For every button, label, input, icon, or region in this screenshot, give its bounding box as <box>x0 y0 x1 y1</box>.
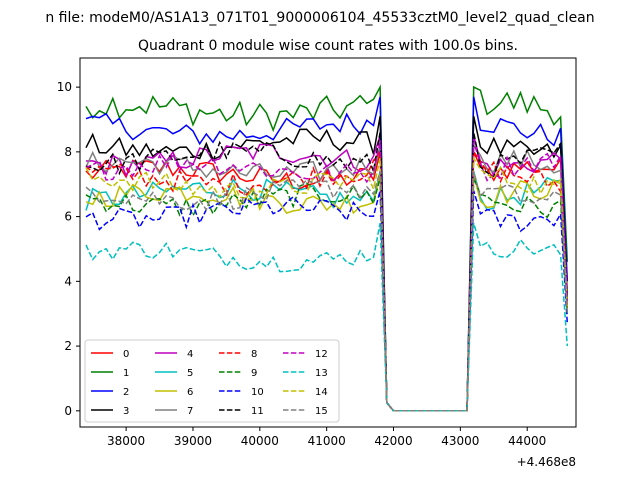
series-line-15 <box>85 171 569 412</box>
chart-title: Quadrant 0 module wise count rates with … <box>138 38 518 54</box>
legend-label-8: 8 <box>251 349 257 360</box>
legend-label-15: 15 <box>315 406 328 417</box>
y-tick-label: 8 <box>64 145 72 159</box>
y-tick-label: 6 <box>64 210 72 224</box>
axes-layer: 38000 39000 40000 41000 42000 43000 44000 0 2 4 6 8… <box>57 80 547 448</box>
legend-label-2: 2 <box>123 387 129 398</box>
legend-label-12: 12 <box>315 349 328 360</box>
legend-label-10: 10 <box>251 387 264 398</box>
legend-label-13: 13 <box>315 368 328 379</box>
x-axis-offset-label: +4.468e8 <box>517 455 576 469</box>
legend-box <box>84 339 340 423</box>
series-line-1 <box>85 84 569 412</box>
series-line-10 <box>85 190 569 412</box>
x-tick-label: 41000 <box>308 434 346 448</box>
series-line-2 <box>85 96 569 412</box>
x-tick-label: 44000 <box>508 434 546 448</box>
plot-frame <box>79 57 577 428</box>
x-tick-label: 39000 <box>174 434 212 448</box>
y-tick-label: 10 <box>57 80 72 94</box>
series-line-11 <box>85 132 569 412</box>
x-tick-label: 38000 <box>107 434 145 448</box>
legend-label-7: 7 <box>187 406 193 417</box>
legend-label-3: 3 <box>123 406 129 417</box>
series-line-13 <box>85 222 569 412</box>
x-tick-label: 40000 <box>241 434 279 448</box>
legend-label-11: 11 <box>251 406 264 417</box>
series-layer <box>85 84 569 412</box>
y-tick-label: 0 <box>64 404 72 418</box>
series-line-4 <box>85 135 569 412</box>
y-tick-label: 4 <box>64 274 72 288</box>
legend-label-0: 0 <box>123 349 129 360</box>
legend-label-4: 4 <box>187 349 193 360</box>
legend-label-1: 1 <box>123 368 129 379</box>
series-line-9 <box>85 177 569 412</box>
legend-label-6: 6 <box>187 387 193 398</box>
legend-label-5: 5 <box>187 368 193 379</box>
series-line-12 <box>85 141 569 412</box>
x-tick-label: 42000 <box>374 434 412 448</box>
y-tick-label: 2 <box>64 339 72 353</box>
series-line-3 <box>85 116 569 412</box>
legend-label-9: 9 <box>251 368 257 379</box>
x-tick-label: 43000 <box>441 434 479 448</box>
legend-label-14: 14 <box>315 387 328 398</box>
figure-suptitle: n file: modeM0/AS1A13_071T01_9000006104_… <box>45 10 594 26</box>
series-line-6 <box>85 174 569 412</box>
